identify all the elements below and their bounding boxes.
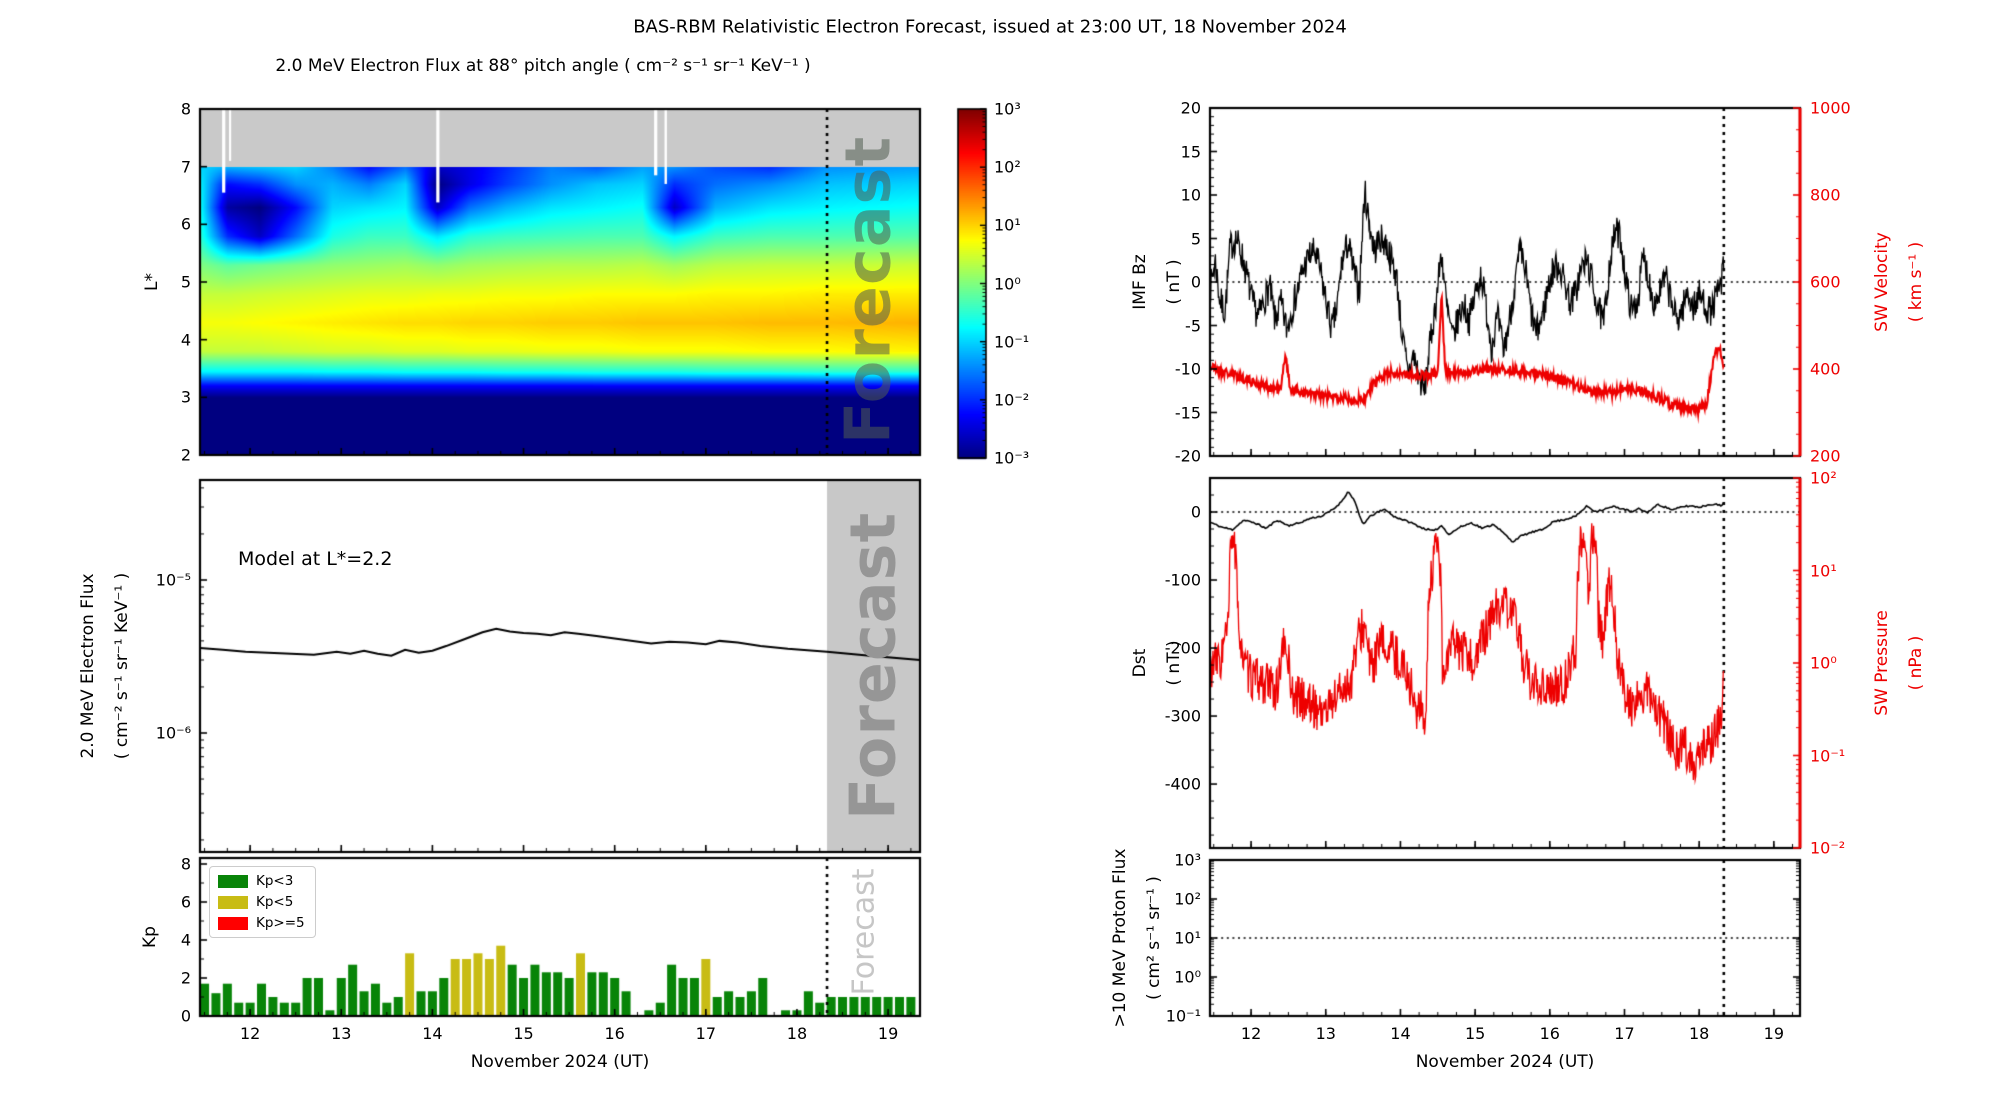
tick-label: 17 [1614, 1024, 1635, 1043]
tick-label: 2 [180, 445, 191, 465]
bz-axis-label-line2: ( nT ) [1164, 259, 1184, 305]
tick-label: -20 [1174, 446, 1201, 466]
tick-label: 19 [1763, 1024, 1785, 1043]
proton-axis-label-line2: ( cm² s⁻¹ sr⁻¹ ) [1144, 876, 1164, 1000]
tick-label: 10³ [994, 99, 1021, 119]
tick-label: 4 [180, 930, 191, 950]
tick-label: 10⁻¹ [1810, 746, 1846, 765]
dst-axis-label-line1: Dst [1130, 648, 1150, 678]
tick-label: 10⁻² [1810, 838, 1846, 858]
kp-mid-swatch [218, 895, 248, 909]
tick-label: 10⁻³ [994, 448, 1030, 468]
tick-label: 800 [1810, 185, 1841, 205]
kp-legend-row-low: Kp<3 [218, 873, 305, 889]
tick-label: 1000 [1810, 98, 1851, 118]
tick-label: 10² [1174, 889, 1201, 909]
tick-label: 10¹ [1810, 561, 1837, 580]
tick-label: 0 [1190, 502, 1201, 522]
kp-high-label: Kp>=5 [256, 915, 305, 931]
tick-label: 20 [1180, 98, 1201, 118]
tick-label: -15 [1174, 403, 1201, 422]
tick-label: 10⁻¹ [1165, 1006, 1201, 1026]
tick-label: 10⁰ [994, 274, 1021, 293]
figure-title: BAS-RBM Relativistic Electron Forecast, … [633, 16, 1347, 38]
flux-axis-label-line1: 2.0 MeV Electron Flux [78, 573, 98, 759]
tick-label: 10¹ [1174, 928, 1201, 948]
tick-label: 10⁰ [1810, 653, 1837, 673]
tick-label: 10⁻² [994, 390, 1030, 410]
tick-label: -5 [1185, 316, 1201, 335]
tick-label: 10⁻¹ [994, 332, 1030, 352]
tick-label: 6 [180, 892, 191, 912]
velocity-axis-label-line2: ( km s⁻¹ ) [1906, 241, 1926, 323]
tick-label: 10² [994, 157, 1021, 177]
xlabel-left: November 2024 (UT) [470, 1052, 650, 1072]
tick-label: 13 [331, 1024, 352, 1043]
kp-legend-row-high: Kp>=5 [218, 915, 305, 931]
tick-label: 600 [1810, 272, 1841, 292]
tick-label: 14 [422, 1024, 443, 1043]
tick-label: -100 [1164, 570, 1201, 590]
proton-axis-label-line1: >10 MeV Proton Flux [1110, 848, 1130, 1028]
forecast-text-flux: Forecast [836, 511, 910, 821]
tick-label: 14 [1390, 1024, 1411, 1043]
tick-label: 17 [695, 1024, 716, 1043]
pressure-axis-label-line1: SW Pressure [1872, 610, 1892, 716]
kp-legend: Kp<3 Kp<5 Kp>=5 [209, 866, 316, 938]
tick-label: 6 [180, 214, 191, 234]
tick-label: -300 [1164, 706, 1201, 726]
kp-high-swatch [218, 916, 248, 930]
tick-label: 18 [786, 1024, 808, 1043]
tick-label: -10 [1174, 359, 1201, 379]
kp-axis-label: Kp [140, 926, 160, 948]
tick-label: 10² [1810, 468, 1837, 488]
tick-label: 7 [180, 157, 191, 177]
xlabel-right: November 2024 (UT) [1415, 1052, 1595, 1072]
velocity-axis-label-line1: SW Velocity [1872, 232, 1892, 332]
tick-label: -200 [1164, 638, 1201, 658]
tick-label: 16 [1539, 1024, 1560, 1043]
tick-label: 15 [1180, 142, 1201, 161]
kp-mid-label: Kp<5 [256, 894, 294, 910]
tick-label: 19 [877, 1024, 899, 1043]
tick-label: 12 [239, 1024, 261, 1043]
lstar-axis-label: L* [142, 273, 162, 291]
tick-label: 15 [513, 1024, 534, 1043]
tick-label: 10¹ [994, 215, 1021, 235]
tick-label: 5 [180, 272, 191, 292]
tick-label: 400 [1810, 359, 1841, 379]
tick-label: 18 [1688, 1024, 1710, 1043]
tick-label: 10 [1180, 185, 1201, 205]
tick-label: 13 [1315, 1024, 1336, 1043]
tick-label: 8 [180, 854, 191, 874]
tick-label: 10⁻⁵ [155, 570, 191, 590]
kp-low-label: Kp<3 [256, 873, 294, 889]
tick-label: 0 [180, 1006, 191, 1026]
forecast-text-kp: Forecast [846, 868, 882, 996]
tick-label: 12 [1240, 1024, 1262, 1043]
tick-label: 2 [180, 968, 191, 988]
tick-label: 8 [180, 99, 191, 119]
kp-legend-row-mid: Kp<5 [218, 894, 305, 910]
tick-label: 0 [1190, 272, 1201, 292]
tick-label: 3 [180, 387, 191, 407]
flux-axis-label-line2: ( cm⁻² s⁻¹ sr⁻¹ KeV⁻¹ ) [112, 572, 132, 760]
tick-label: 4 [180, 330, 191, 350]
model-annotation: Model at L*=2.2 [238, 548, 393, 570]
spectrogram-title: 2.0 MeV Electron Flux at 88° pitch angle… [275, 56, 811, 76]
tick-label: 200 [1810, 446, 1841, 466]
tick-label: 16 [604, 1024, 625, 1043]
tick-label: -400 [1164, 774, 1201, 794]
pressure-axis-label-line2: ( nPa ) [1906, 635, 1926, 691]
tick-label: 15 [1464, 1024, 1486, 1043]
forecast-text-spectrogram: Forecast [831, 135, 905, 445]
bz-axis-label-line1: IMF Bz [1130, 254, 1150, 310]
kp-low-swatch [218, 874, 248, 888]
tick-label: 10⁻⁶ [155, 723, 191, 743]
tick-label: 5 [1190, 229, 1201, 248]
tick-label: 10⁰ [1174, 967, 1201, 987]
tick-label: 10³ [1174, 850, 1201, 870]
